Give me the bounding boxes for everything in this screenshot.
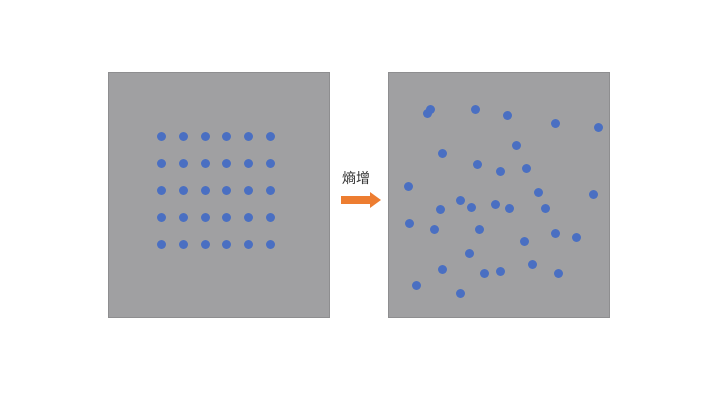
scattered-dot bbox=[553, 268, 563, 278]
ordered-dot bbox=[221, 131, 231, 141]
ordered-dot bbox=[265, 158, 275, 168]
ordered-dot bbox=[156, 131, 166, 141]
ordered-dot bbox=[243, 131, 253, 141]
scattered-dot bbox=[519, 236, 529, 246]
ordered-dot bbox=[178, 185, 188, 195]
scattered-dot bbox=[490, 199, 500, 209]
ordered-dot bbox=[200, 185, 210, 195]
scattered-dot bbox=[464, 248, 474, 258]
scattered-dot bbox=[511, 140, 521, 150]
scattered-dot bbox=[550, 228, 560, 238]
ordered-dot bbox=[243, 185, 253, 195]
scattered-dot bbox=[550, 118, 560, 128]
ordered-dot bbox=[156, 185, 166, 195]
scattered-dot bbox=[455, 288, 465, 298]
ordered-dot bbox=[156, 158, 166, 168]
scattered-dot bbox=[502, 110, 512, 120]
ordered-dot bbox=[265, 185, 275, 195]
scattered-dot bbox=[466, 202, 476, 212]
scattered-dot bbox=[470, 104, 480, 114]
ordered-dot bbox=[178, 239, 188, 249]
ordered-dot bbox=[156, 212, 166, 222]
scattered-dot bbox=[593, 122, 603, 132]
scattered-dot bbox=[495, 266, 505, 276]
ordered-dot bbox=[200, 212, 210, 222]
scattered-dot bbox=[495, 166, 505, 176]
scattered-dot bbox=[437, 148, 447, 158]
scattered-dot bbox=[588, 189, 598, 199]
ordered-dot bbox=[156, 239, 166, 249]
scattered-dot bbox=[404, 218, 414, 228]
ordered-state-panel bbox=[108, 72, 330, 318]
ordered-dot bbox=[265, 239, 275, 249]
scattered-dot bbox=[533, 187, 543, 197]
ordered-dot bbox=[178, 131, 188, 141]
scattered-dot bbox=[527, 259, 537, 269]
ordered-dot bbox=[221, 239, 231, 249]
scattered-dot bbox=[479, 268, 489, 278]
scattered-dot bbox=[521, 163, 531, 173]
ordered-dot bbox=[221, 185, 231, 195]
scattered-dot bbox=[540, 203, 550, 213]
ordered-dot bbox=[200, 131, 210, 141]
scattered-dot bbox=[474, 224, 484, 234]
ordered-dot bbox=[243, 239, 253, 249]
ordered-dot bbox=[265, 212, 275, 222]
scattered-dot bbox=[472, 159, 482, 169]
ordered-dot bbox=[178, 158, 188, 168]
entropy-increase-label: 熵增 bbox=[342, 171, 370, 187]
ordered-dot bbox=[200, 239, 210, 249]
ordered-dot bbox=[200, 158, 210, 168]
scattered-dot bbox=[429, 224, 439, 234]
scattered-dot bbox=[422, 108, 432, 118]
disordered-state-panel bbox=[388, 72, 610, 318]
scattered-dot bbox=[411, 280, 421, 290]
scattered-dot bbox=[571, 232, 581, 242]
scattered-dot bbox=[455, 195, 465, 205]
scattered-dot bbox=[403, 181, 413, 191]
ordered-dot bbox=[178, 212, 188, 222]
ordered-dot bbox=[221, 158, 231, 168]
ordered-dot bbox=[265, 131, 275, 141]
scattered-dot bbox=[437, 264, 447, 274]
ordered-dot bbox=[243, 212, 253, 222]
right-arrow-icon bbox=[341, 192, 381, 208]
scattered-dot bbox=[504, 203, 514, 213]
ordered-dot bbox=[243, 158, 253, 168]
ordered-dot bbox=[221, 212, 231, 222]
scattered-dot bbox=[435, 204, 445, 214]
